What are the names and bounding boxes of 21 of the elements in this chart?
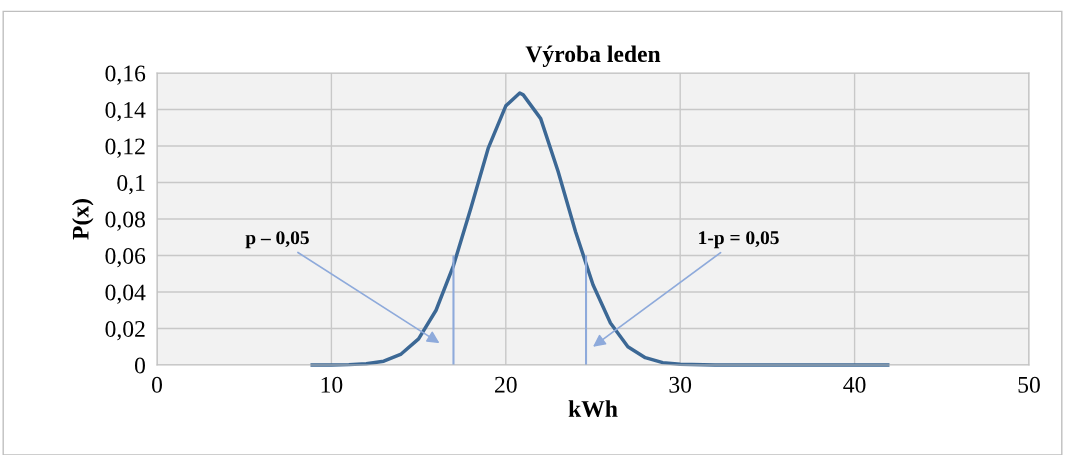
x-tick-label: 0 [152, 376, 162, 393]
x-tick-label: 30 [669, 376, 692, 393]
y-tick-label: 0,12 [105, 138, 145, 158]
x-tick-label: 50 [1018, 376, 1040, 393]
x-axis-title: kWh [568, 400, 618, 418]
y-axis-title: P(x) [72, 199, 94, 240]
y-tick-label: 0,02 [105, 320, 145, 341]
x-tick-label: 20 [495, 376, 517, 393]
y-tick-label: 0,1 [117, 174, 145, 195]
annotation: p – 0,05 [245, 231, 309, 249]
chart-title: Výroba leden [525, 45, 661, 67]
y-tick-label: 0 [134, 357, 145, 374]
x-tick-label: 40 [843, 376, 866, 393]
line-series [308, 91, 892, 367]
y-tick-label: 0,08 [105, 211, 145, 231]
annotation: 1-p = 0,05 [699, 231, 779, 249]
y-tick-label: 0,14 [105, 101, 146, 122]
y-tick-label: 0,16 [105, 65, 146, 85]
y-tick-label: 0,06 [105, 247, 146, 268]
y-tick-label: 0,04 [105, 284, 146, 304]
x-tick-label: 10 [321, 376, 343, 393]
